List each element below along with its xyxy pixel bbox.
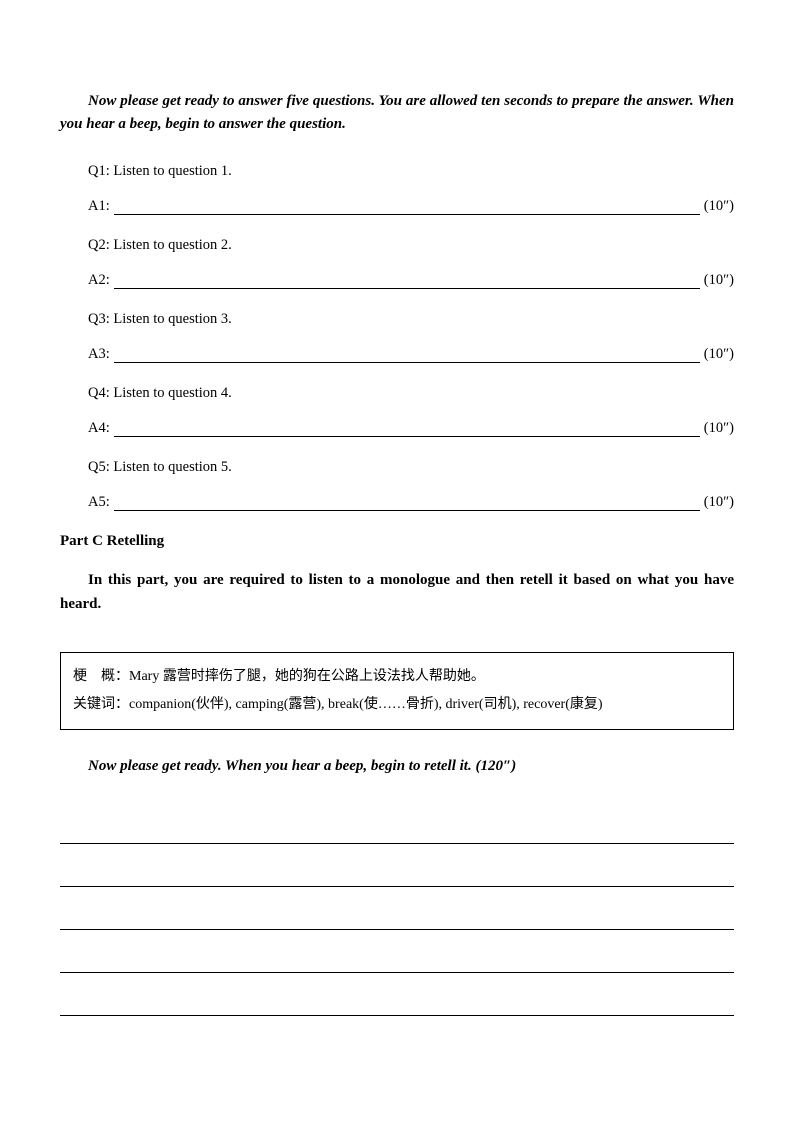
box-line-1: 梗 概：Mary 露营时摔伤了腿，她的狗在公路上设法找人帮助她。 bbox=[73, 663, 721, 691]
question-5: Q5: Listen to question 5. bbox=[88, 459, 734, 476]
info-box: 梗 概：Mary 露营时摔伤了腿，她的狗在公路上设法找人帮助她。 关键词：com… bbox=[60, 652, 734, 730]
question-2: Q2: Listen to question 2. bbox=[88, 237, 734, 254]
question-1: Q1: Listen to question 1. bbox=[88, 163, 734, 180]
instruction-main: Now please get ready to answer five ques… bbox=[60, 90, 734, 135]
answer-time-1: (10″) bbox=[704, 198, 734, 215]
retell-line[interactable] bbox=[60, 850, 734, 887]
retell-line[interactable] bbox=[60, 807, 734, 844]
answer-label-4: A4: bbox=[88, 420, 110, 437]
retell-line[interactable] bbox=[60, 936, 734, 973]
retell-line[interactable] bbox=[60, 979, 734, 1016]
answer-line-4: A4: (10″) bbox=[88, 420, 734, 437]
retell-line[interactable] bbox=[60, 893, 734, 930]
qa-block-5: Q5: Listen to question 5. A5: (10″) bbox=[88, 459, 734, 511]
answer-blank-5[interactable] bbox=[114, 496, 700, 512]
qa-block-3: Q3: Listen to question 3. A3: (10″) bbox=[88, 311, 734, 363]
part-c-title: Part C Retelling bbox=[60, 533, 734, 550]
retell-instruction: Now please get ready. When you hear a be… bbox=[60, 758, 734, 775]
answer-time-3: (10″) bbox=[704, 346, 734, 363]
answer-label-1: A1: bbox=[88, 198, 110, 215]
answer-blank-1[interactable] bbox=[114, 200, 700, 216]
question-3: Q3: Listen to question 3. bbox=[88, 311, 734, 328]
box-line-2: 关键词：companion(伙伴), camping(露营), break(使…… bbox=[73, 691, 721, 719]
answer-line-3: A3: (10″) bbox=[88, 346, 734, 363]
answer-label-5: A5: bbox=[88, 494, 110, 511]
qa-block-1: Q1: Listen to question 1. A1: (10″) bbox=[88, 163, 734, 215]
answer-label-3: A3: bbox=[88, 346, 110, 363]
answer-label-2: A2: bbox=[88, 272, 110, 289]
retell-instruction-text: Now please get ready. When you hear a be… bbox=[88, 758, 516, 774]
qa-block-2: Q2: Listen to question 2. A2: (10″) bbox=[88, 237, 734, 289]
qa-block-4: Q4: Listen to question 4. A4: (10″) bbox=[88, 385, 734, 437]
answer-line-2: A2: (10″) bbox=[88, 272, 734, 289]
retell-lines bbox=[60, 807, 734, 1016]
part-c-instruction: In this part, you are required to listen… bbox=[60, 568, 734, 640]
answer-blank-3[interactable] bbox=[114, 348, 700, 364]
answer-line-1: A1: (10″) bbox=[88, 198, 734, 215]
question-4: Q4: Listen to question 4. bbox=[88, 385, 734, 402]
answer-blank-2[interactable] bbox=[114, 274, 700, 290]
answer-time-2: (10″) bbox=[704, 272, 734, 289]
answer-blank-4[interactable] bbox=[114, 422, 700, 438]
part-c-instruction-text: In this part, you are required to listen… bbox=[60, 572, 734, 612]
answer-time-5: (10″) bbox=[704, 494, 734, 511]
answer-line-5: A5: (10″) bbox=[88, 494, 734, 511]
answer-time-4: (10″) bbox=[704, 420, 734, 437]
instruction-main-text: Now please get ready to answer five ques… bbox=[60, 93, 734, 132]
page: Now please get ready to answer five ques… bbox=[0, 0, 794, 1082]
